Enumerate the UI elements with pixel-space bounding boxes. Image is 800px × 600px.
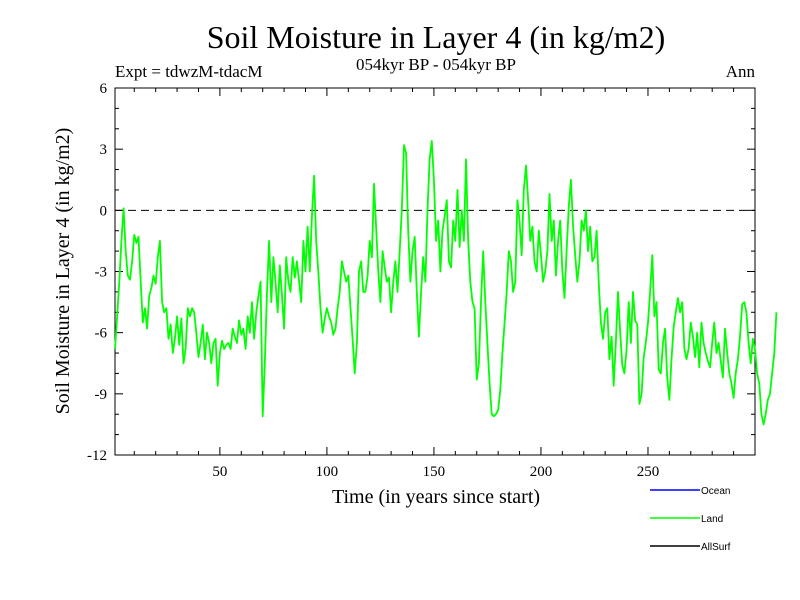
x-tick-label: 150 xyxy=(423,464,446,480)
legend-label-land: Land xyxy=(701,514,723,525)
legend: Ocean Land AllSurf xyxy=(650,486,731,553)
x-axis-label: Time (in years since start) xyxy=(332,486,540,508)
plot-frame xyxy=(114,87,756,456)
legend-label-allsurf: AllSurf xyxy=(701,542,731,553)
x-tick-label: 200 xyxy=(530,464,553,480)
y-tick-label: -3 xyxy=(95,265,108,281)
legend-label-ocean: Ocean xyxy=(701,486,730,497)
x-tick-label: 250 xyxy=(637,464,660,480)
y-tick-label: 3 xyxy=(100,142,108,158)
chart-subtitle: 054kyr BP - 054kyr BP xyxy=(356,55,516,74)
chart-title: Soil Moisture in Layer 4 (in kg/m2) xyxy=(207,19,666,55)
x-tick-label: 50 xyxy=(212,464,227,480)
series-line-land xyxy=(114,140,778,426)
axis-ticks: 50 100 150 200 250 -12 -9 -6 -3 0 3 6 xyxy=(87,81,755,480)
y-tick-label: -9 xyxy=(95,387,108,403)
y-tick-label: 0 xyxy=(100,203,108,219)
y-axis-label: Soil Moisture in Layer 4 (in kg/m2) xyxy=(52,128,74,415)
experiment-label: Expt = tdwzM-tdacM xyxy=(115,62,262,81)
y-tick-label: 6 xyxy=(100,81,108,97)
x-tick-label: 100 xyxy=(316,464,339,480)
season-label: Ann xyxy=(726,62,756,81)
y-tick-label: -6 xyxy=(95,326,108,342)
series-layer xyxy=(114,140,778,426)
y-tick-label: -12 xyxy=(87,448,107,464)
